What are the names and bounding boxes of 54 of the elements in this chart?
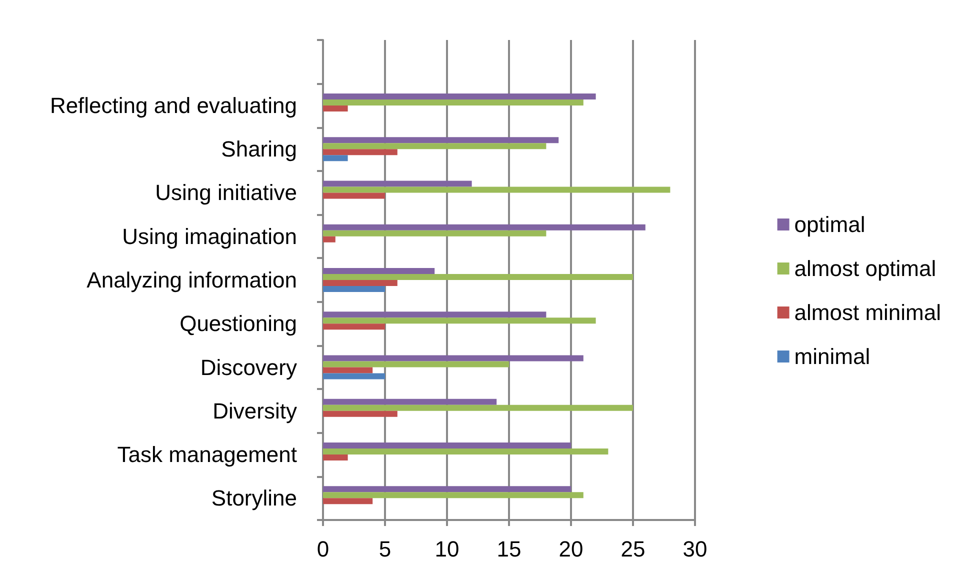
x-tick-label: 20 <box>558 536 584 562</box>
bar <box>323 180 472 187</box>
bar <box>323 398 497 405</box>
y-tick-label: Storyline <box>211 486 297 511</box>
bar <box>323 93 596 100</box>
x-tick-label: 0 <box>316 536 330 562</box>
x-tick-label: 10 <box>434 536 460 562</box>
bar <box>323 192 385 199</box>
y-tick-label: Sharing <box>221 136 297 162</box>
y-tick-label: Discovery <box>200 354 297 380</box>
legend-label: minimal <box>794 344 870 369</box>
bar <box>323 286 385 292</box>
bar <box>323 367 373 374</box>
x-tick-label: 5 <box>378 536 392 562</box>
bar <box>323 143 546 150</box>
bar <box>323 361 509 368</box>
x-tick-label: 30 <box>682 536 708 562</box>
bar <box>323 230 546 236</box>
bar <box>323 410 398 417</box>
y-tick-label: Analyzing information <box>86 268 297 292</box>
bar <box>323 236 336 242</box>
bar <box>323 324 385 330</box>
bar <box>323 186 670 193</box>
y-tick-label: Task management <box>117 442 297 468</box>
bar <box>323 373 385 380</box>
y-tick-label: Using initiative <box>155 180 297 206</box>
bar <box>323 448 608 455</box>
bar <box>323 99 584 106</box>
bar <box>323 486 571 492</box>
bar <box>323 280 398 286</box>
x-tick-label: 25 <box>620 536 646 562</box>
bar <box>323 492 584 498</box>
bar <box>323 149 398 156</box>
y-tick-label: Using imagination <box>122 224 297 249</box>
bar <box>323 498 373 504</box>
y-tick-label: Reflecting and evaluating <box>50 92 297 118</box>
y-tick-label: Diversity <box>212 398 297 424</box>
bar <box>323 454 348 461</box>
bar <box>323 312 546 318</box>
bar <box>323 355 584 362</box>
y-tick-label: Questioning <box>180 311 297 336</box>
legend-label: optimal <box>794 212 866 237</box>
bar <box>323 155 348 162</box>
legend-label: almost minimal <box>794 300 942 325</box>
bar <box>323 442 571 449</box>
x-tick-label: 15 <box>496 536 522 562</box>
bar <box>323 137 559 144</box>
bar <box>323 268 435 274</box>
bar <box>323 404 633 411</box>
bar <box>323 318 596 324</box>
bar <box>323 224 646 230</box>
bar <box>323 105 348 112</box>
legend-label: almost optimal <box>794 256 936 281</box>
bar <box>323 274 633 280</box>
